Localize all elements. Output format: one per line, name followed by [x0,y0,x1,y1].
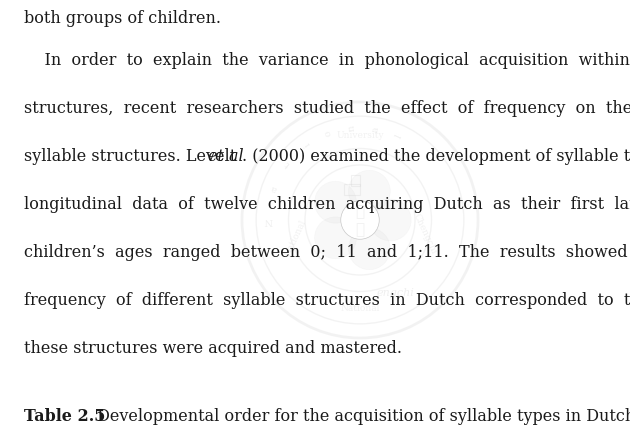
Text: both groups of children.: both groups of children. [24,10,221,27]
Text: l: l [394,133,404,140]
Text: t: t [283,158,292,168]
Text: National: National [340,304,380,313]
Circle shape [369,199,411,241]
Text: . (2000) examined the development of syllable types in: . (2000) examined the development of syl… [242,148,630,165]
Text: Chengchi: Chengchi [411,213,438,256]
Text: 大: 大 [355,223,365,237]
Text: N: N [264,216,272,224]
Text: Developmental order for the acquisition of syllable types in Dutch: Developmental order for the acquisition … [92,408,630,425]
Text: syllable structures. Levelt: syllable structures. Levelt [24,148,241,165]
Circle shape [348,170,390,212]
Text: engchi: engchi [377,288,415,298]
Text: children’s  ages  ranged  between  0;  11  and  1;11.  The  results  showed  tha: children’s ages ranged between 0; 11 and… [24,244,630,261]
Text: longitudinal  data  of  twelve  children  acquiring  Dutch  as  their  first  la: longitudinal data of twelve children acq… [24,196,630,213]
Circle shape [348,228,390,270]
Circle shape [314,181,357,223]
Circle shape [341,201,379,239]
Bar [343,184,360,195]
Text: et al: et al [208,148,244,165]
Text: In  order  to  explain  the  variance  in  phonological  acquisition  within  sy: In order to explain the variance in phon… [24,52,630,69]
Text: National: National [283,218,307,258]
Text: a: a [371,126,381,133]
Text: these structures were acquired and mastered.: these structures were acquired and maste… [24,340,402,357]
Circle shape [314,217,357,259]
Text: Table 2.5: Table 2.5 [24,408,105,425]
Text: structures,  recent  researchers  studied  the  effect  of  frequency  on  the  : structures, recent researchers studied t… [24,100,630,117]
Text: i: i [302,141,312,149]
Text: University: University [336,130,384,139]
Text: 政: 政 [355,205,365,219]
Bar [351,175,360,186]
Text: n: n [347,125,357,132]
Text: o: o [323,129,334,138]
Text: frequency  of  different  syllable  structures  in  Dutch  corresponded  to  the: frequency of different syllable structur… [24,292,630,309]
Text: a: a [269,183,278,194]
